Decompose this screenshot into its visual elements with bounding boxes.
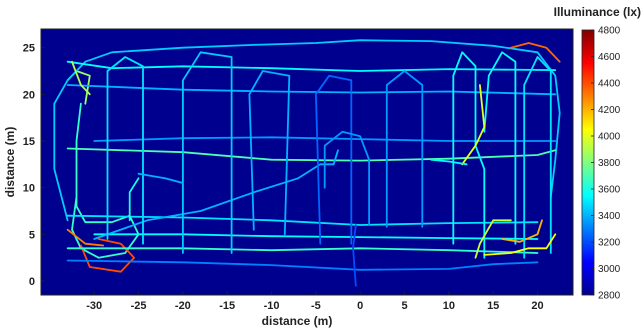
illuminance-path-14 bbox=[106, 56, 144, 245]
x-tick-label: -25 bbox=[131, 300, 147, 312]
colorbar-tick-label: 4800 bbox=[598, 26, 621, 37]
x-tick-label: -15 bbox=[219, 300, 235, 312]
illuminance-path-12 bbox=[66, 259, 539, 271]
colorbar-title: Illuminance (lx) bbox=[554, 5, 641, 19]
y-tick-label: 15 bbox=[23, 136, 35, 148]
illuminance-path-6 bbox=[66, 84, 557, 96]
colorbar-tick-label: 4400 bbox=[598, 79, 621, 90]
y-tick-label: 10 bbox=[23, 183, 35, 195]
colorbar-tick-label: 3800 bbox=[598, 158, 621, 169]
x-axis-ticks: -30 -25 -20 -15 -10 -5 0 5 10 15 20 bbox=[86, 291, 544, 312]
colorbar-tick-label: 4600 bbox=[598, 52, 621, 63]
illuminance-path-10 bbox=[66, 247, 539, 254]
y-tick-label: 5 bbox=[29, 229, 35, 241]
colorbar-ticks: 2800 3000 3200 3400 3600 3800 4000 4200 4400 4600… bbox=[591, 26, 621, 302]
illuminance-path-27 bbox=[483, 233, 557, 256]
y-axis-label: distance (m) bbox=[3, 127, 17, 198]
y-tick-label: 25 bbox=[23, 43, 35, 55]
illuminance-paths bbox=[53, 39, 561, 287]
colorbar-tick-label: 3000 bbox=[598, 264, 621, 275]
illuminance-path-16 bbox=[248, 70, 291, 236]
colorbar-tick-label: 4200 bbox=[598, 105, 621, 116]
illuminance-path-7 bbox=[93, 136, 557, 142]
illuminance-path-29 bbox=[71, 60, 91, 96]
illuminance-path-2 bbox=[66, 228, 104, 247]
colorbar-tick-label: 3200 bbox=[598, 238, 621, 249]
x-tick-label: -10 bbox=[264, 300, 280, 312]
x-tick-label: 10 bbox=[443, 300, 455, 312]
illuminance-path-32 bbox=[128, 177, 140, 222]
plot-frame bbox=[40, 28, 574, 296]
illuminance-path-24 bbox=[461, 84, 486, 166]
x-tick-label: -20 bbox=[175, 300, 191, 312]
illuminance-path-1 bbox=[80, 238, 135, 273]
colorbar-tick-label: 3600 bbox=[598, 185, 621, 196]
illuminance-path-25 bbox=[501, 219, 543, 243]
illuminance-path-23 bbox=[483, 51, 517, 245]
illuminance-path-22 bbox=[474, 219, 512, 259]
x-tick-label: 0 bbox=[357, 300, 363, 312]
illuminance-path-18 bbox=[323, 130, 370, 226]
x-tick-label: -5 bbox=[311, 300, 321, 312]
colorbar-tick-label: 3400 bbox=[598, 211, 621, 222]
y-axis-ticks: 0 5 10 15 20 25 bbox=[23, 43, 45, 288]
colorbar-tick-label: 2800 bbox=[598, 291, 621, 302]
illuminance-path-30 bbox=[137, 172, 184, 184]
x-axis-label: distance (m) bbox=[262, 314, 333, 328]
colorbar-tick-label: 4000 bbox=[598, 132, 621, 143]
illuminance-path-4 bbox=[53, 39, 561, 222]
illuminance-path-31 bbox=[430, 158, 468, 166]
x-tick-label: 20 bbox=[531, 300, 543, 312]
x-tick-label: -30 bbox=[86, 300, 102, 312]
illuminance-path-21 bbox=[452, 51, 486, 259]
x-tick-label: 5 bbox=[401, 300, 407, 312]
y-tick-label: 20 bbox=[23, 89, 35, 101]
illuminance-path-26 bbox=[523, 56, 552, 259]
x-tick-label: 15 bbox=[487, 300, 499, 312]
illuminance-path-13 bbox=[93, 149, 339, 240]
illuminance-path-19 bbox=[352, 224, 357, 287]
y-tick-label: 0 bbox=[29, 276, 35, 288]
illuminance-path-28 bbox=[510, 42, 561, 63]
illuminance-path-11 bbox=[93, 233, 539, 240]
illuminance-path-20 bbox=[385, 70, 424, 228]
illuminance-path-15 bbox=[182, 51, 233, 254]
